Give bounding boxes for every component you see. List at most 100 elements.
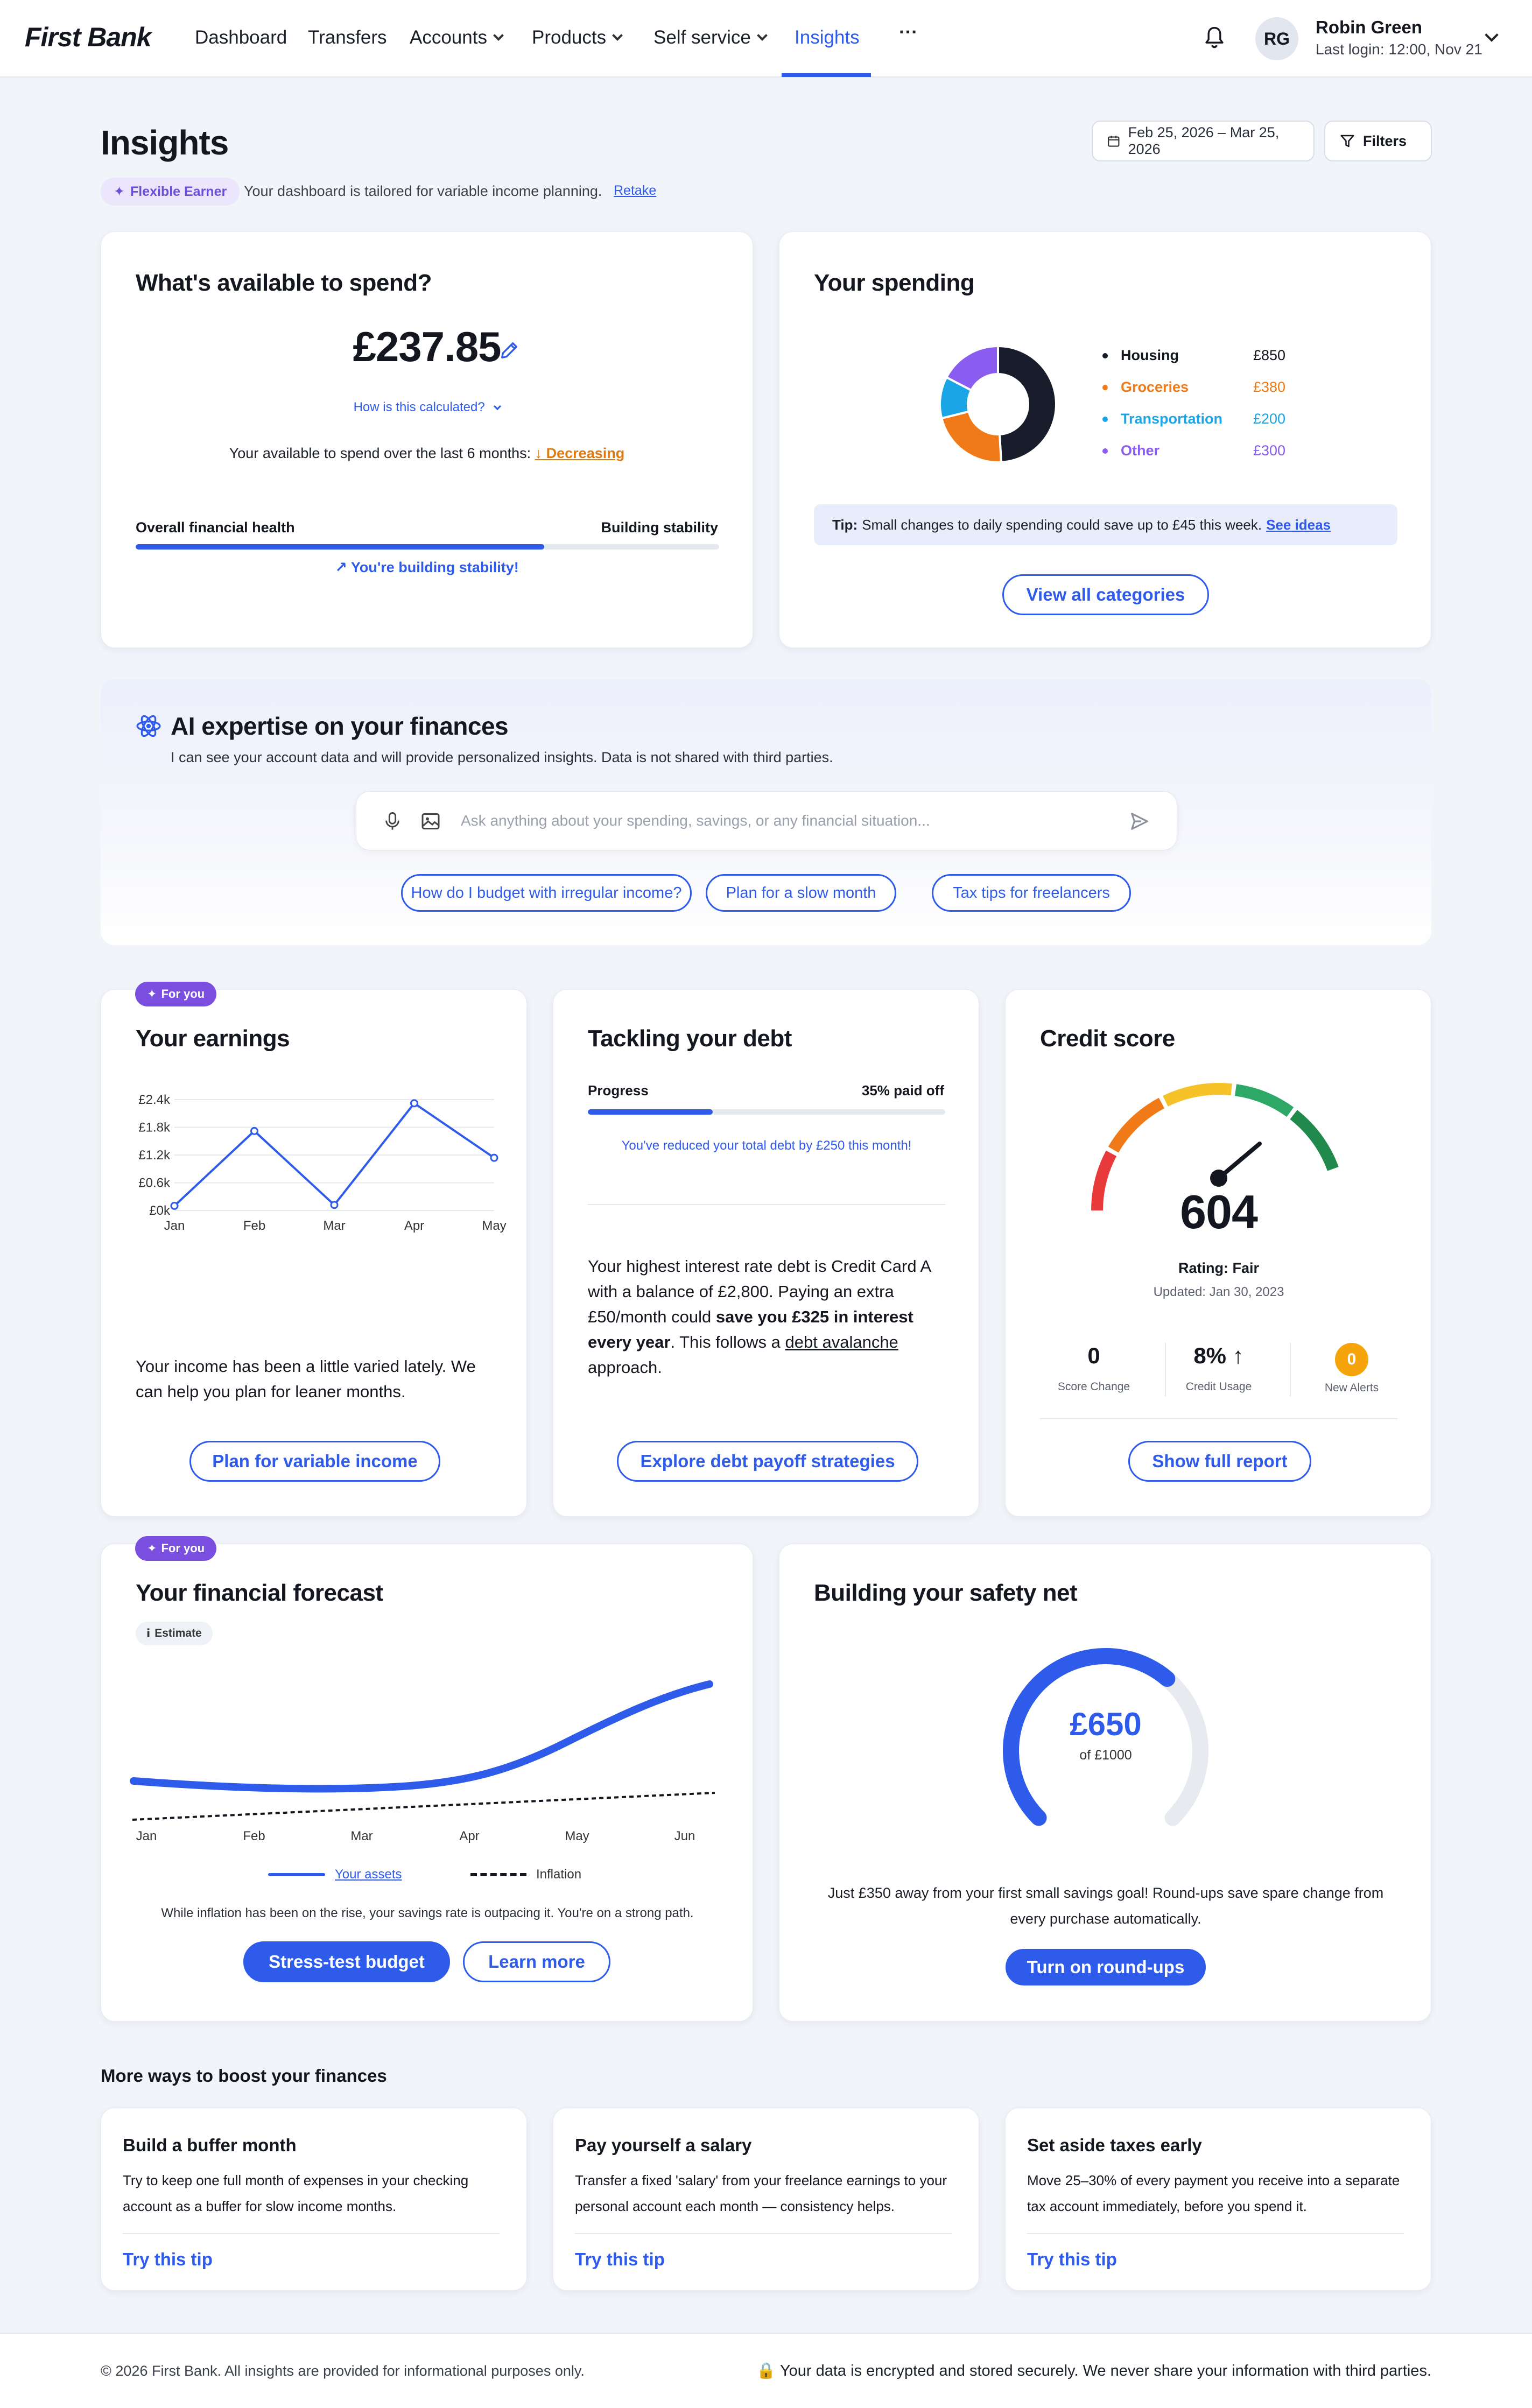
ai-subtitle: I can see your account data and will pro… bbox=[171, 749, 833, 765]
active-tab-indicator bbox=[782, 73, 871, 77]
debt-progress-bar bbox=[588, 1109, 945, 1115]
ai-input-placeholder: Ask anything about your spending, saving… bbox=[461, 812, 930, 829]
nav-dashboard[interactable]: Dashboard bbox=[195, 27, 287, 48]
try-tip-link[interactable]: Try this tip bbox=[1027, 2249, 1117, 2269]
donut-slice-other[interactable] bbox=[945, 344, 999, 392]
tip-body: Try to keep one full month of expenses i… bbox=[123, 2172, 469, 2214]
user-name: Robin Green bbox=[1316, 17, 1423, 37]
filter-icon bbox=[1340, 135, 1354, 147]
legend-assets: Your assets bbox=[268, 1867, 402, 1882]
tailored-text: Your dashboard is tailored for variable … bbox=[244, 183, 602, 199]
legend-label: Other bbox=[1121, 442, 1160, 459]
nav-transfers[interactable]: Transfers bbox=[308, 27, 387, 48]
assets-series-line bbox=[130, 1680, 713, 1793]
footer: © 2026 First Bank. All insights are prov… bbox=[0, 2333, 1532, 2408]
date-range-button[interactable]: Feb 25, 2026 – Mar 25, 2026 bbox=[1092, 121, 1315, 161]
available-to-spend-card: What's available to spend? £237.85 How i… bbox=[101, 231, 753, 648]
sparkle-icon: ✦ bbox=[114, 184, 125, 199]
debt-reduced-text: You've reduced your total debt by £250 t… bbox=[621, 1138, 912, 1153]
legend-item-transportation[interactable]: Transportation £200 bbox=[1102, 411, 1285, 427]
gauge-segment bbox=[1108, 1097, 1165, 1153]
retake-link[interactable]: Retake bbox=[614, 183, 657, 198]
new-alerts-label: New Alerts bbox=[1324, 1382, 1379, 1394]
card-title: Credit score bbox=[1040, 1025, 1175, 1052]
pencil-icon[interactable] bbox=[498, 340, 520, 361]
nav-more-icon[interactable]: ··· bbox=[899, 22, 918, 43]
turn-on-round-ups-button[interactable]: Turn on round-ups bbox=[1006, 1949, 1206, 1985]
nav-accounts[interactable]: Accounts bbox=[410, 27, 504, 48]
divider bbox=[123, 2233, 500, 2234]
legend-value: £850 bbox=[1253, 347, 1286, 363]
gauge-segment bbox=[1290, 1110, 1339, 1171]
legend-item-housing[interactable]: Housing £850 bbox=[1102, 347, 1285, 364]
plan-variable-income-button[interactable]: Plan for variable income bbox=[189, 1441, 440, 1482]
nav-self-service[interactable]: Self service bbox=[653, 27, 768, 48]
donut-slice-housing[interactable] bbox=[997, 344, 1057, 463]
page-title: Insights bbox=[101, 123, 229, 162]
learn-more-button[interactable]: Learn more bbox=[463, 1941, 610, 1982]
earnings-point-jan[interactable] bbox=[170, 1201, 179, 1210]
x-tick-label: May bbox=[565, 1829, 589, 1843]
x-tick-label: Jun bbox=[674, 1829, 695, 1843]
card-title: Building your safety net bbox=[814, 1580, 1078, 1606]
earnings-point-apr[interactable] bbox=[410, 1099, 418, 1108]
earnings-point-mar[interactable] bbox=[330, 1201, 339, 1209]
how-calculated-link[interactable]: How is this calculated? bbox=[101, 400, 753, 415]
stress-test-budget-button[interactable]: Stress-test budget bbox=[243, 1941, 450, 1982]
brand-logo[interactable]: First Bank bbox=[25, 22, 152, 52]
filters-button[interactable]: Filters bbox=[1324, 121, 1432, 161]
credit-rating: Rating: Fair bbox=[1178, 1260, 1259, 1276]
credit-score-gauge bbox=[1091, 1083, 1339, 1211]
decreasing-link[interactable]: ↓ Decreasing bbox=[535, 445, 625, 461]
legend-value: £200 bbox=[1253, 411, 1286, 427]
ai-question-input[interactable]: Ask anything about your spending, saving… bbox=[356, 791, 1177, 850]
inflation-swatch bbox=[470, 1873, 526, 1876]
for-you-badge: ✦ For you bbox=[135, 982, 217, 1006]
earnings-text: Your income has been a little varied lat… bbox=[136, 1357, 476, 1401]
legend-item-other[interactable]: Other £300 bbox=[1102, 442, 1285, 459]
sparkle-icon: ✦ bbox=[147, 987, 157, 1001]
y-tick-label: £0.6k bbox=[138, 1176, 171, 1191]
legend-item-groceries[interactable]: Groceries £380 bbox=[1102, 379, 1285, 396]
six-month-trend: Your available to spend over the last 6 … bbox=[229, 445, 625, 461]
tip-card-pay-salary: Pay yourself a salary Transfer a fixed '… bbox=[553, 2108, 979, 2291]
suggestion-chip-tax-tips[interactable]: Tax tips for freelancers bbox=[932, 874, 1131, 912]
suggestion-chip-slow-month[interactable]: Plan for a slow month bbox=[706, 874, 896, 912]
donut-slice-groceries[interactable] bbox=[940, 410, 1002, 463]
try-tip-link[interactable]: Try this tip bbox=[575, 2249, 665, 2269]
divider bbox=[1027, 2233, 1404, 2234]
card-title: What's available to spend? bbox=[136, 270, 432, 296]
microphone-icon[interactable] bbox=[383, 811, 402, 832]
chevron-down-icon[interactable] bbox=[1485, 28, 1499, 42]
nav-insights[interactable]: Insights bbox=[795, 27, 860, 48]
try-tip-link[interactable]: Try this tip bbox=[123, 2249, 213, 2269]
bell-icon[interactable] bbox=[1204, 26, 1225, 50]
card-title: Your financial forecast bbox=[136, 1580, 383, 1606]
see-ideas-link[interactable]: See ideas bbox=[1266, 516, 1331, 533]
gauge-segment bbox=[1234, 1084, 1294, 1117]
view-all-categories-button[interactable]: View all categories bbox=[1002, 574, 1209, 615]
avatar[interactable]: RG bbox=[1255, 17, 1298, 60]
forecast-note: While inflation has been on the rise, yo… bbox=[161, 1906, 694, 1920]
image-icon[interactable] bbox=[421, 812, 440, 830]
suggestion-chip-irregular-income[interactable]: How do I budget with irregular income? bbox=[401, 874, 692, 912]
footer-security-note: 🔒 Your data is encrypted and stored secu… bbox=[756, 2362, 1431, 2379]
y-tick-label: £2.4k bbox=[138, 1093, 171, 1107]
nav-products[interactable]: Products bbox=[532, 27, 623, 48]
send-icon[interactable] bbox=[1129, 811, 1150, 832]
health-label: Overall financial health bbox=[136, 519, 295, 536]
for-you-badge: ✦ For you bbox=[135, 1536, 217, 1561]
earnings-point-feb[interactable] bbox=[250, 1126, 258, 1135]
forecast-line-chart: Jan Feb Mar Apr May Jun bbox=[130, 1680, 715, 1843]
explore-debt-strategies-button[interactable]: Explore debt payoff strategies bbox=[617, 1441, 918, 1482]
show-full-report-button[interactable]: Show full report bbox=[1128, 1441, 1311, 1482]
x-tick-label: Mar bbox=[350, 1829, 373, 1843]
footer-disclaimer: © 2026 First Bank. All insights are prov… bbox=[101, 2363, 585, 2379]
progress-percent: 35% paid off bbox=[861, 1082, 944, 1099]
earnings-point-may[interactable] bbox=[490, 1153, 498, 1162]
atom-icon bbox=[136, 715, 161, 737]
debt-avalanche-link[interactable]: debt avalanche bbox=[785, 1333, 898, 1351]
savings-goal: of £1000 bbox=[1079, 1748, 1132, 1763]
savings-text: Just £350 away from your first small sav… bbox=[827, 1885, 1384, 1927]
divider bbox=[1165, 1343, 1166, 1397]
